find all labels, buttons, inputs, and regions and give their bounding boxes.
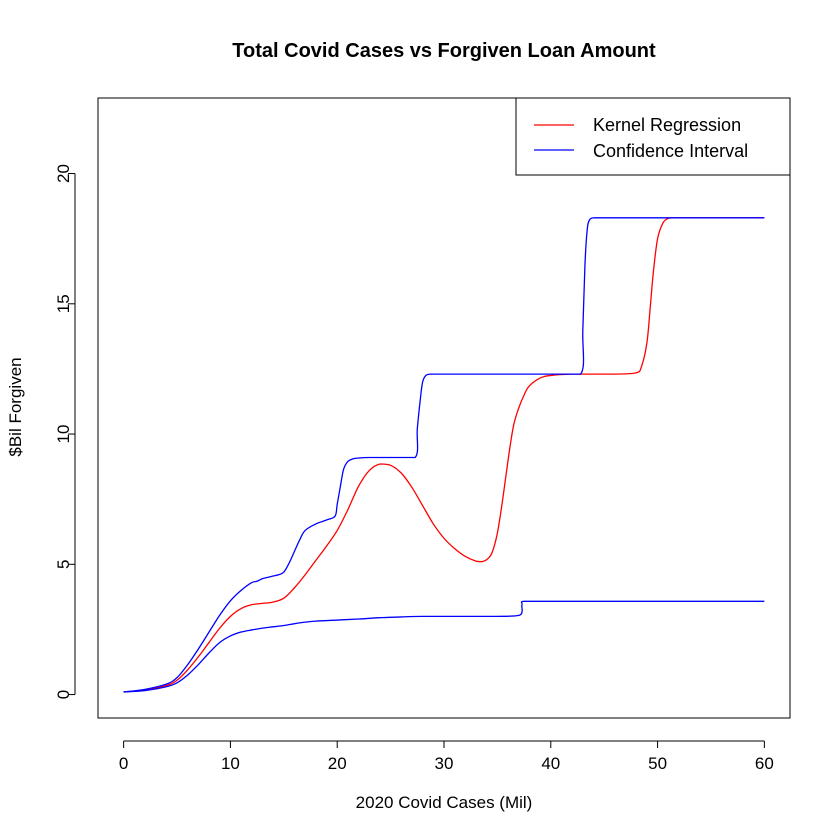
y-tick-label: 5: [54, 560, 73, 569]
x-axis: 0 10 20 30 40 50 60: [119, 740, 774, 773]
chart-title: Total Covid Cases vs Forgiven Loan Amoun…: [232, 40, 656, 62]
legend: Kernel Regression Confidence Interval: [515, 97, 791, 176]
x-axis-label: 2020 Covid Cases (Mil): [356, 793, 533, 812]
plot-frame: [97, 97, 791, 719]
legend-label-kernel: Kernel Regression: [593, 115, 741, 135]
series-line-confidence-interval-2: [123, 600, 765, 693]
x-tick-label: 60: [755, 754, 774, 773]
x-tick-label: 0: [119, 754, 128, 773]
x-tick-label: 50: [648, 754, 667, 773]
x-tick-label: 20: [328, 754, 347, 773]
y-tick-label: 0: [54, 690, 73, 699]
series-layer: [123, 217, 765, 693]
x-tick-label: 30: [435, 754, 454, 773]
y-tick-label: 15: [54, 294, 73, 313]
y-axis-label: $Bil Forgiven: [6, 357, 25, 456]
legend-label-confidence: Confidence Interval: [593, 141, 748, 161]
x-tick-label: 10: [221, 754, 240, 773]
series-line-confidence-interval-1: [123, 217, 765, 693]
series-line-kernel-regression-0: [123, 217, 765, 693]
y-axis: 0 5 10 15 20: [54, 164, 76, 699]
y-tick-label: 20: [54, 164, 73, 183]
legend-box: [515, 97, 791, 176]
y-tick-label: 10: [54, 425, 73, 444]
x-tick-label: 40: [541, 754, 560, 773]
